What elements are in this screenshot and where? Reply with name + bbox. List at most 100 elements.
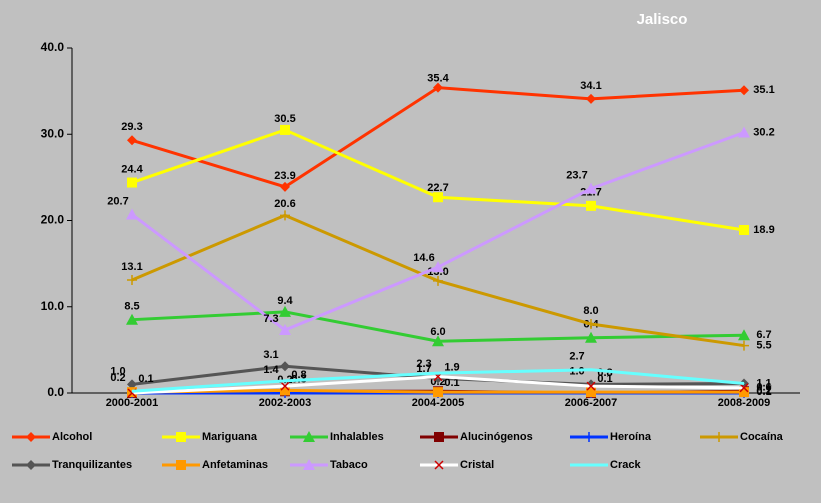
chart-title: Jalisco <box>637 11 688 28</box>
marker <box>280 385 290 396</box>
data-label: 0.2 <box>110 372 125 384</box>
data-label: 35.4 <box>427 73 449 85</box>
data-label: 1.4 <box>263 364 279 376</box>
marker <box>26 432 36 442</box>
marker <box>280 124 290 135</box>
data-label: 0.1 <box>444 377 459 389</box>
marker <box>739 387 749 398</box>
data-label: 0.6 <box>756 382 771 394</box>
marker <box>434 460 444 470</box>
data-label: 3.1 <box>263 349 278 361</box>
marker <box>739 340 749 351</box>
data-label: 0.1 <box>756 386 771 398</box>
legend-label: Mariguana <box>202 431 258 443</box>
marker <box>714 432 724 442</box>
data-label: 29.3 <box>121 121 142 133</box>
data-label: 30.2 <box>753 126 774 138</box>
data-label: 22.7 <box>427 182 448 194</box>
data-label: 2.3 <box>416 358 431 370</box>
marker <box>280 361 290 372</box>
marker <box>127 135 137 146</box>
marker <box>586 200 596 211</box>
data-label: 7.3 <box>263 313 278 325</box>
data-label: 9.4 <box>277 295 293 307</box>
x-tick-label: 2000-2001 <box>106 397 159 409</box>
y-tick-label: 10.0 <box>41 299 65 313</box>
marker <box>433 82 443 93</box>
data-label: 23.7 <box>566 169 587 181</box>
marker <box>303 459 315 470</box>
marker <box>585 182 597 194</box>
x-tick-label: 2002-2003 <box>259 397 312 409</box>
data-label: 8.5 <box>124 301 139 313</box>
data-label: 0.8 <box>597 367 612 379</box>
marker <box>432 261 444 273</box>
marker <box>176 432 186 442</box>
legend-label: Anfetaminas <box>202 459 268 471</box>
marker <box>434 432 444 442</box>
marker <box>127 275 137 286</box>
series-line <box>131 131 745 332</box>
data-label: 0.8 <box>291 369 306 381</box>
marker <box>433 192 443 203</box>
data-label: 1.0 <box>110 365 125 377</box>
data-label: 23.9 <box>274 170 295 182</box>
series-line <box>131 86 745 189</box>
marker <box>126 313 138 325</box>
marker <box>739 85 749 96</box>
legend-label: Alucinógenos <box>460 431 533 443</box>
marker <box>279 305 291 317</box>
marker <box>433 387 443 398</box>
data-label: 14.6 <box>413 252 434 264</box>
data-label: 6.0 <box>430 326 445 338</box>
marker <box>743 383 745 385</box>
legend-label: Tranquilizantes <box>52 459 132 471</box>
data-label: 18.9 <box>753 224 774 236</box>
y-tick-label: 30.0 <box>41 126 65 140</box>
marker <box>127 177 137 188</box>
x-tick-label: 2008-2009 <box>718 397 771 409</box>
marker <box>432 335 444 347</box>
y-tick-label: 0.0 <box>47 385 64 399</box>
marker <box>586 93 596 104</box>
x-tick-label: 2004-2005 <box>412 397 465 409</box>
data-label: 13.1 <box>121 261 142 273</box>
data-label: 6.7 <box>756 329 771 341</box>
data-label: 30.5 <box>274 113 295 125</box>
marker <box>584 432 594 442</box>
data-label: 2.7 <box>569 351 584 363</box>
marker <box>437 372 439 374</box>
data-label: 8.0 <box>583 305 598 317</box>
marker <box>586 381 596 391</box>
marker <box>738 329 750 341</box>
data-label: 34.1 <box>580 80 601 92</box>
legend-label: Tabaco <box>330 459 368 471</box>
series-line <box>131 128 745 232</box>
data-label: 35.1 <box>753 84 774 96</box>
legend-label: Inhalables <box>330 431 384 443</box>
data-label: 1.9 <box>444 362 459 374</box>
legend-label: Cristal <box>460 459 494 471</box>
marker <box>127 379 137 390</box>
marker <box>303 431 315 442</box>
marker <box>126 208 138 220</box>
marker <box>284 380 286 382</box>
marker <box>26 460 36 470</box>
legend-label: Cocaína <box>740 431 784 443</box>
data-label: 0.1 <box>597 373 612 385</box>
marker <box>586 319 596 329</box>
marker <box>280 210 290 221</box>
data-label: 1.1 <box>756 377 771 389</box>
marker <box>280 181 290 192</box>
marker <box>739 224 749 235</box>
marker <box>590 369 592 371</box>
marker <box>585 331 597 343</box>
marker <box>131 390 133 392</box>
x-tick-label: 2006-2007 <box>565 397 618 409</box>
marker <box>433 275 443 286</box>
data-label: 20.6 <box>274 198 295 210</box>
marker <box>280 381 290 391</box>
y-tick-label: 40.0 <box>41 40 65 54</box>
marker <box>586 387 596 398</box>
